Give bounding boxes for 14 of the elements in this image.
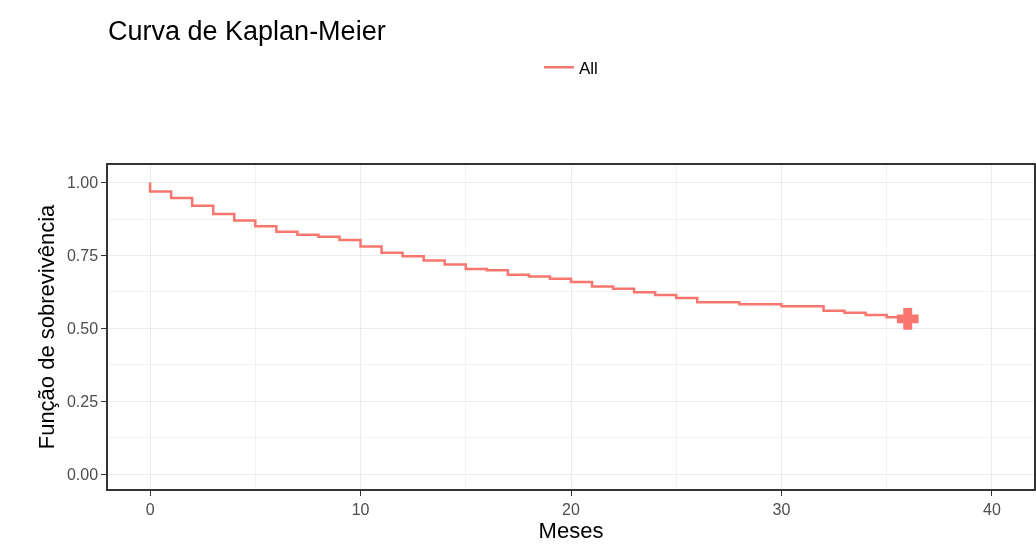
x-tick-label: 30 [772,500,791,518]
y-tick-label: 0.75 [66,247,99,265]
x-tick-label: 20 [562,500,580,518]
y-tick-label: 0.25 [66,393,99,411]
x-tick-label: 10 [351,500,370,518]
x-tick-label: 0 [145,500,155,518]
y-tick-label: 1.00 [66,174,99,192]
y-tick-label: 0.00 [66,466,99,484]
chart-title: Curva de Kaplan-Meier [108,16,386,47]
y-tick-label: 0.50 [66,320,99,338]
x-axis-title: Meses [538,518,604,544]
y-axis-title: Função de sobrevivência [34,203,60,450]
x-tick-label: 40 [983,500,1001,518]
legend-label: All [579,58,598,78]
